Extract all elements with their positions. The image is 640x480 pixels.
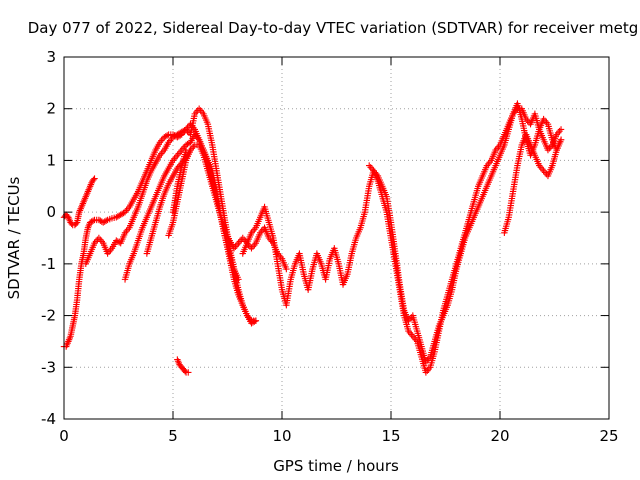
data-point: [163, 132, 171, 139]
series-track-k: [501, 131, 565, 237]
series-track-f: [165, 146, 194, 239]
data-point: [181, 367, 189, 375]
chart-title: Day 077 of 2022, Sidereal Day-to-day VTE…: [28, 19, 639, 37]
data-point: [185, 369, 192, 376]
data-point: [557, 136, 565, 143]
series-track-h: [169, 146, 190, 216]
series-track-j: [366, 100, 565, 376]
y-tick-label: -2: [41, 307, 56, 325]
y-tick-label: 1: [46, 151, 56, 169]
y-tick-label: -3: [41, 358, 56, 376]
series-track-g: [174, 356, 192, 376]
data-point: [557, 126, 565, 133]
x-tick-label: 25: [599, 427, 618, 445]
x-tick-label: 20: [490, 427, 509, 445]
y-tick-label: 2: [46, 100, 56, 118]
series-track-i: [239, 105, 565, 366]
x-tick-label: 5: [168, 427, 178, 445]
data-marks: [60, 100, 565, 376]
data-point: [90, 176, 97, 184]
x-tick-label: 15: [381, 427, 400, 445]
y-axis-label: SDTVAR / TECUs: [5, 176, 23, 299]
data-point: [252, 317, 260, 324]
series-track-e: [143, 141, 290, 273]
data-point: [91, 175, 98, 182]
data-point: [89, 217, 97, 224]
plot-frame: [63, 56, 610, 420]
data-point: [251, 318, 258, 325]
data-point: [283, 265, 290, 273]
data-point: [72, 220, 80, 227]
data-point: [102, 217, 110, 224]
x-tick-label: 10: [272, 427, 291, 445]
x-axis-label: GPS time / hours: [273, 457, 399, 475]
data-point: [181, 127, 188, 134]
y-tick-label: 3: [46, 48, 56, 66]
y-tick-label: -1: [41, 255, 56, 273]
grid-lines: [64, 57, 609, 419]
y-tick-label: -4: [41, 410, 56, 428]
series-track-c: [82, 105, 260, 327]
data-point: [182, 146, 190, 154]
x-tick-label: 0: [59, 427, 69, 445]
axis-ticks: 0 5 10 15 20 25 -4 -3 -2 -1 0 1 2 3: [41, 48, 619, 445]
data-point: [235, 276, 242, 283]
y-tick-label: 0: [46, 203, 56, 221]
